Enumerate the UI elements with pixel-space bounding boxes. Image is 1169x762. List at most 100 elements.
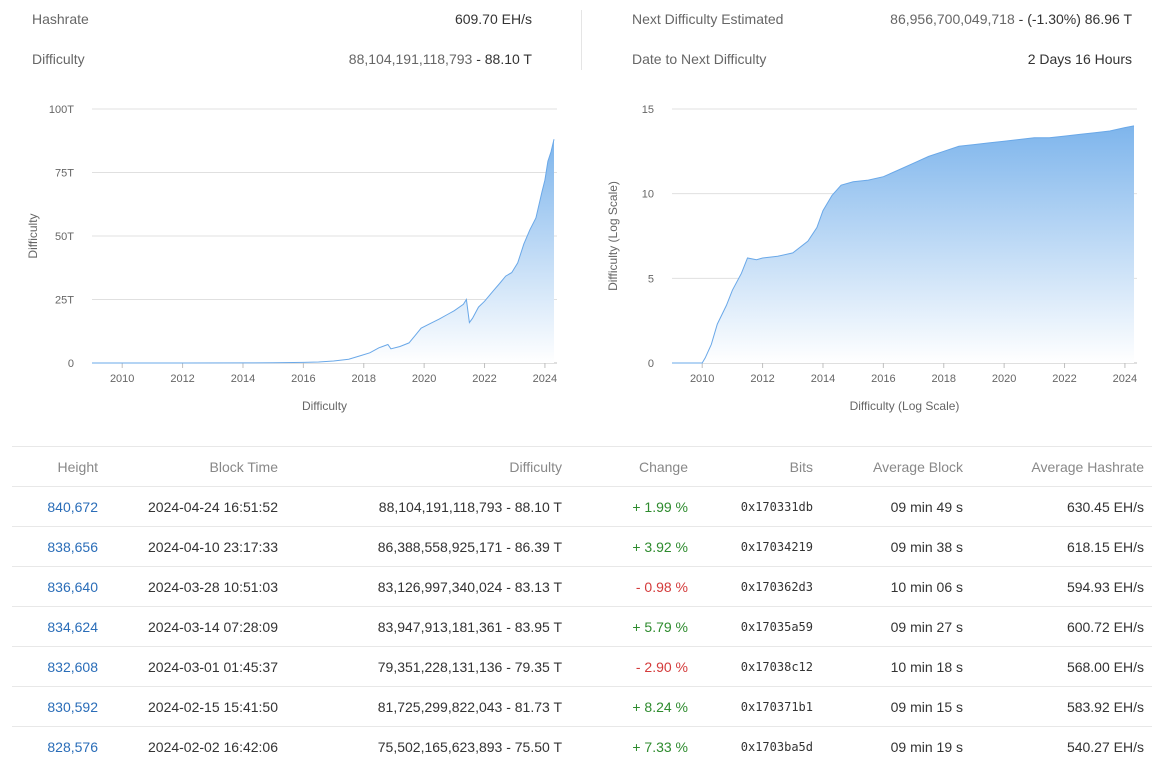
difficulty-log-chart: 0 5 10 15 2010 2012 2014 2016 2018 2020 2022 2024 Di… <box>600 95 1150 425</box>
series-line <box>672 125 1135 364</box>
x-tick-label: 2016 <box>871 373 895 385</box>
block-height-link[interactable]: 838,656 <box>47 538 98 555</box>
table-row: 830,592 2024-02-15 15:41:50 81,725,299,822… <box>12 687 1152 727</box>
average-hashrate-cell: 583.92 EH/s <box>1066 698 1144 715</box>
height-cell: 832,608 <box>12 647 106 687</box>
y-tick-label: 10 <box>642 189 654 201</box>
bits-cell: 0x170331db <box>740 499 813 514</box>
difficulty-cell: 88,104,191,118,793 - 88.10 T <box>378 498 562 515</box>
average-block-cell: 10 min 18 s <box>890 658 963 675</box>
difficulty-short: 88.10 T <box>484 51 532 67</box>
header-change: Change <box>638 458 688 475</box>
header-average-block: Average Block <box>872 458 963 475</box>
date-next-row: Date to Next Difficulty 2 Days 16 Hours <box>632 49 1132 69</box>
table-row: 834,624 2024-03-14 07:28:09 83,947,913,181… <box>12 607 1152 647</box>
next-difficulty-row: Next Difficulty Estimated 86,956,700,049… <box>632 9 1132 29</box>
difficulty-cell: 83,947,913,181,361 - 83.95 T <box>377 618 562 635</box>
change-cell: + 3.92 % <box>632 538 688 555</box>
change-cell: + 5.79 % <box>632 618 688 635</box>
block-time-cell: 2024-04-24 16:51:52 <box>148 498 278 515</box>
average-block-cell: 09 min 38 s <box>890 538 963 555</box>
stats-divider <box>581 10 582 70</box>
x-tick-label: 2020 <box>412 373 436 385</box>
block-height-link[interactable]: 840,672 <box>47 498 98 515</box>
y-tick-label: 75T <box>55 168 74 180</box>
y-tick-label: 0 <box>68 358 74 370</box>
change-cell: - 2.90 % <box>635 658 688 675</box>
next-difficulty-label: Next Difficulty Estimated <box>632 11 784 27</box>
next-difficulty-value: 86,956,700,049,718 - (-1.30%) 86.96 T <box>890 11 1132 27</box>
y-axis-title: Difficulty (Log Scale) <box>606 181 620 291</box>
series-area <box>92 139 554 363</box>
table-row: 828,576 2024-02-02 16:42:06 75,502,165,623… <box>12 727 1152 762</box>
header-average-hashrate: Average Hashrate <box>1031 458 1144 475</box>
bits-cell: 0x170371b1 <box>740 699 813 714</box>
bits-cell: 0x170362d3 <box>740 579 813 594</box>
x-tick-label: 2018 <box>932 373 956 385</box>
x-tick-label: 2010 <box>690 373 714 385</box>
change-cell: + 7.33 % <box>632 738 688 755</box>
difficulty-chart: 0 25T 50T 75T 100T 2010 2012 2014 2016 2018 2020 20… <box>20 95 570 425</box>
average-block-cell: 09 min 27 s <box>890 618 963 635</box>
height-cell: 838,656 <box>12 527 106 567</box>
header-block-time: Block Time <box>209 458 278 475</box>
y-tick-label: 25T <box>55 295 74 307</box>
height-cell: 834,624 <box>12 607 106 647</box>
difficulty-log-chart-svg: 0 5 10 15 2010 2012 2014 2016 2018 2020 2022 2024 Di… <box>606 104 1137 413</box>
difficulty-cell: 81,725,299,822,043 - 81.73 T <box>377 698 562 715</box>
bits-cell: 0x17034219 <box>740 539 813 554</box>
block-time-cell: 2024-03-14 07:28:09 <box>148 618 278 635</box>
stats-panel: Hashrate 609.70 EH/s Difficulty 88,104,1… <box>0 0 1169 80</box>
height-cell: 830,592 <box>12 687 106 727</box>
x-tick-label: 2024 <box>1113 373 1137 385</box>
block-time-cell: 2024-02-15 15:41:50 <box>148 698 278 715</box>
bits-cell: 0x17038c12 <box>740 659 813 674</box>
x-tick-label: 2022 <box>472 373 496 385</box>
block-height-link[interactable]: 832,608 <box>47 658 98 675</box>
y-tick-label: 0 <box>648 358 654 370</box>
next-difficulty-change: (-1.30%) 86.96 T <box>1027 11 1132 27</box>
x-tick-label: 2014 <box>811 373 835 385</box>
block-time-cell: 2024-04-10 23:17:33 <box>148 538 278 555</box>
average-block-cell: 09 min 49 s <box>890 498 963 515</box>
difficulty-cell: 86,388,558,925,171 - 86.39 T <box>377 538 562 555</box>
height-cell: 840,672 <box>12 487 106 527</box>
x-tick-label: 2016 <box>291 373 315 385</box>
table-row: 840,672 2024-04-24 16:51:52 88,104,191,118… <box>12 487 1152 527</box>
difficulty-raw: 88,104,191,118,793 <box>348 51 473 67</box>
date-next-label: Date to Next Difficulty <box>632 51 767 67</box>
header-difficulty: Difficulty <box>509 458 562 475</box>
x-tick-label: 2020 <box>992 373 1016 385</box>
block-height-link[interactable]: 836,640 <box>47 578 98 595</box>
hashrate-row: Hashrate 609.70 EH/s <box>32 9 532 29</box>
series-area <box>672 125 1134 364</box>
block-height-link[interactable]: 834,624 <box>47 618 98 635</box>
block-time-cell: 2024-03-01 01:45:37 <box>148 658 278 675</box>
block-height-link[interactable]: 830,592 <box>47 698 98 715</box>
height-cell: 836,640 <box>12 567 106 607</box>
x-tick-label: 2014 <box>231 373 255 385</box>
average-hashrate-cell: 568.00 EH/s <box>1066 658 1144 675</box>
height-cell: 828,576 <box>12 727 106 762</box>
average-hashrate-cell: 540.27 EH/s <box>1066 738 1144 755</box>
x-axis-title: Difficulty <box>302 399 347 413</box>
y-tick-label: 50T <box>55 231 74 243</box>
y-tick-label: 100T <box>49 104 74 116</box>
x-tick-label: 2012 <box>170 373 194 385</box>
average-block-cell: 09 min 19 s <box>890 738 963 755</box>
header-height: Height <box>57 458 98 475</box>
average-block-cell: 09 min 15 s <box>890 698 963 715</box>
difficulty-value: 88,104,191,118,793 - 88.10 T <box>348 51 532 67</box>
difficulty-table: Height Block Time Difficulty Change Bits Aver… <box>12 446 1152 762</box>
difficulty-cell: 79,351,228,131,136 - 79.35 T <box>377 658 562 675</box>
difficulty-row: Difficulty 88,104,191,118,793 - 88.10 T <box>32 49 532 69</box>
x-tick-label: 2022 <box>1052 373 1076 385</box>
block-height-link[interactable]: 828,576 <box>47 738 98 755</box>
x-axis-title: Difficulty (Log Scale) <box>850 399 960 413</box>
hashrate-value: 609.70 EH/s <box>454 11 532 27</box>
average-block-cell: 10 min 06 s <box>890 578 963 595</box>
y-axis-title: Difficulty <box>26 213 40 258</box>
difficulty-cell: 75,502,165,623,893 - 75.50 T <box>377 738 562 755</box>
x-tick-label: 2012 <box>750 373 774 385</box>
date-next-value: 2 Days 16 Hours <box>1027 51 1132 67</box>
